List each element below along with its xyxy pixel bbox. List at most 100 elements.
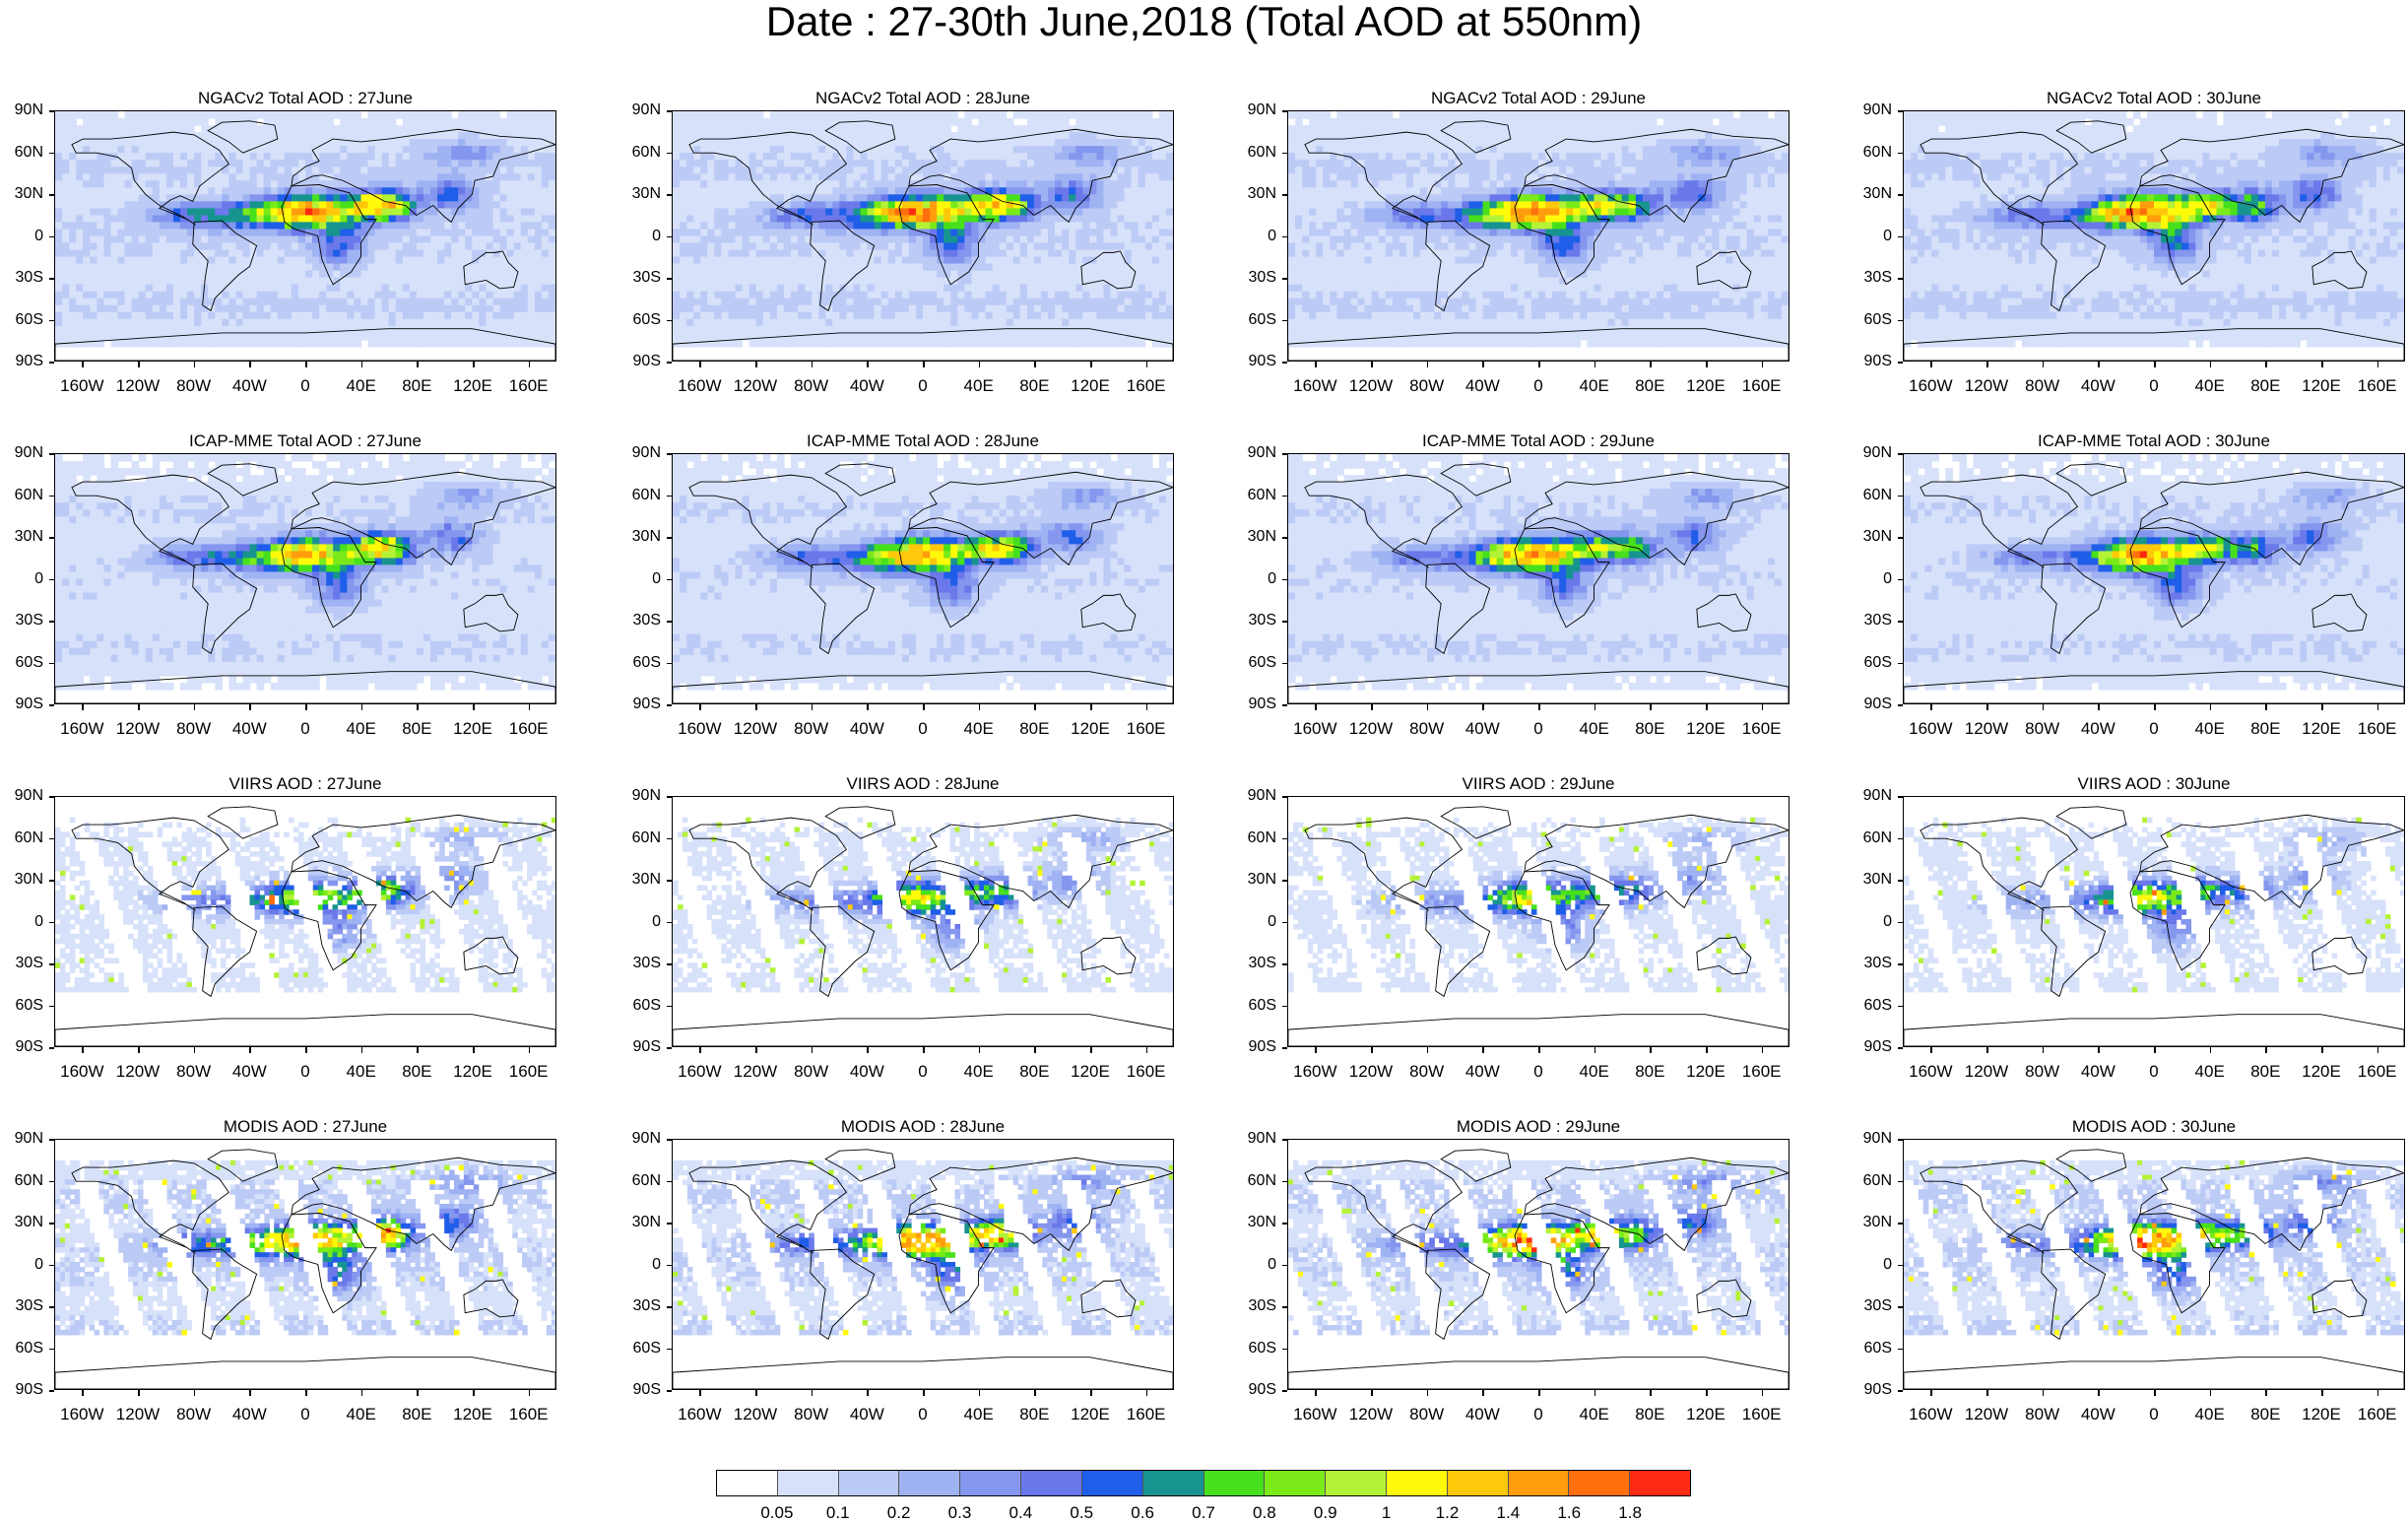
aod-cell xyxy=(742,125,750,133)
aod-cell xyxy=(55,263,63,272)
aod-cell xyxy=(950,229,958,237)
aod-cell xyxy=(444,249,452,258)
aod-cell xyxy=(305,242,313,251)
aod-cell xyxy=(1110,215,1119,224)
aod-cell xyxy=(215,215,223,224)
aod-cell xyxy=(1144,153,1153,161)
aod-cell xyxy=(513,263,522,272)
aod-cell xyxy=(513,160,522,167)
aod-cell xyxy=(832,298,840,306)
aod-cell xyxy=(957,235,965,244)
aod-cell xyxy=(1055,222,1063,231)
aod-cell xyxy=(714,311,723,320)
aod-cell xyxy=(367,125,376,133)
aod-cell xyxy=(103,125,112,133)
aod-cell xyxy=(1048,139,1056,147)
aod-cell xyxy=(944,277,951,286)
aod-cell xyxy=(465,215,473,224)
aod-cell xyxy=(999,242,1008,251)
aod-cell xyxy=(680,194,687,202)
aod-cell xyxy=(187,208,195,217)
aod-cell xyxy=(506,270,515,279)
aod-cell xyxy=(381,318,390,327)
aod-cell xyxy=(964,304,973,313)
aod-cell xyxy=(277,160,286,167)
aod-cell xyxy=(714,291,723,299)
aod-cell xyxy=(1138,256,1146,265)
aod-cell xyxy=(256,263,265,272)
aod-cell xyxy=(680,132,687,140)
aod-cell xyxy=(853,215,862,224)
aod-cell xyxy=(548,277,555,286)
aod-cell xyxy=(465,270,473,279)
aod-cell xyxy=(1019,249,1028,258)
aod-cell xyxy=(839,146,848,154)
aod-cell xyxy=(83,242,91,251)
aod-cell xyxy=(444,229,452,237)
aod-cell xyxy=(340,153,348,161)
aod-cell xyxy=(284,249,293,258)
aod-cell xyxy=(187,160,195,167)
aod-cell xyxy=(395,311,404,320)
aod-cell xyxy=(103,160,112,167)
aod-cell xyxy=(76,339,84,348)
aod-cell xyxy=(180,111,188,119)
aod-cell xyxy=(1075,339,1083,348)
aod-cell xyxy=(458,111,466,119)
aod-cell xyxy=(312,215,320,224)
aod-cell xyxy=(305,291,313,299)
aod-cell xyxy=(458,222,466,231)
aod-cell xyxy=(388,187,397,195)
aod-cell xyxy=(825,132,833,140)
aod-cell xyxy=(971,318,980,327)
aod-cell xyxy=(978,139,987,147)
aod-cell xyxy=(1151,125,1160,133)
aod-cell xyxy=(138,125,147,133)
y-tick-label: 30S xyxy=(0,270,43,286)
aod-cell xyxy=(1075,249,1083,258)
aod-cell xyxy=(1124,146,1133,154)
aod-cell xyxy=(297,277,306,286)
aod-cell xyxy=(853,229,862,237)
aod-cell xyxy=(1124,139,1133,147)
aod-cell xyxy=(249,249,258,258)
aod-cell xyxy=(117,194,126,202)
aod-cell xyxy=(354,160,362,167)
aod-cell xyxy=(880,201,889,210)
aod-cell xyxy=(437,229,445,237)
aod-cell xyxy=(347,242,356,251)
aod-cell xyxy=(215,256,223,265)
aod-cell xyxy=(944,270,951,279)
aod-cell xyxy=(1124,284,1133,293)
aod-cell xyxy=(319,139,327,147)
aod-cell xyxy=(527,222,536,231)
aod-cell xyxy=(776,118,785,126)
aod-cell xyxy=(874,146,882,154)
aod-cell xyxy=(1138,277,1146,286)
aod-cell xyxy=(880,277,889,286)
x-tick-label: 160E xyxy=(499,377,558,395)
aod-cell xyxy=(728,125,737,133)
aod-cell xyxy=(208,173,216,181)
aod-cell xyxy=(305,222,313,231)
aod-cell xyxy=(83,291,91,299)
aod-cell xyxy=(194,284,202,293)
aod-cell xyxy=(992,311,1001,320)
aod-cell xyxy=(1151,166,1160,174)
aod-cell xyxy=(472,222,481,231)
aod-cell xyxy=(492,304,501,313)
aod-cell xyxy=(825,263,833,272)
aod-cell xyxy=(69,208,77,217)
aod-cell xyxy=(270,222,279,231)
aod-cell xyxy=(915,311,924,320)
aod-cell xyxy=(1131,222,1139,231)
aod-cell xyxy=(762,229,771,237)
aod-cell xyxy=(62,187,70,195)
aod-cell xyxy=(839,173,848,181)
aod-cell xyxy=(769,249,778,258)
aod-cell xyxy=(1019,291,1028,299)
aod-cell xyxy=(1151,311,1160,320)
aod-cell xyxy=(492,339,501,348)
aod-cell xyxy=(534,332,543,341)
aod-cell xyxy=(1062,208,1070,217)
